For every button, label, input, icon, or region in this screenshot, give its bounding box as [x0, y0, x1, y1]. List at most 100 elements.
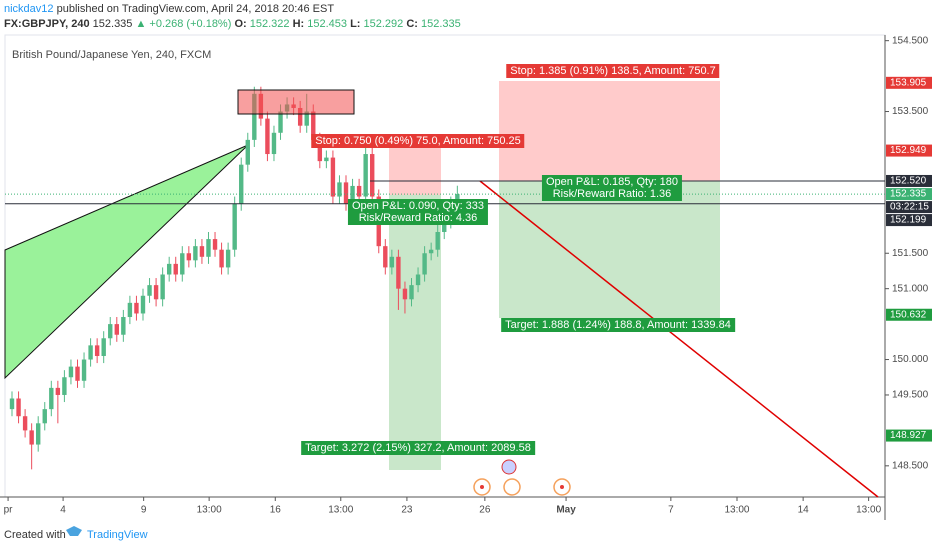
- x-tick-label: 13:00: [856, 505, 881, 516]
- x-tick-label: 16: [270, 505, 282, 516]
- y-tick-label: 153.500: [892, 106, 929, 117]
- candle-body: [370, 154, 375, 197]
- price-tag-label: 153.905: [890, 77, 927, 88]
- trend-line: [479, 180, 879, 498]
- y-tick-label: 151.500: [892, 248, 929, 259]
- candle-body: [415, 274, 421, 286]
- x-tick-label: 4: [60, 505, 66, 516]
- candle-body: [396, 256, 401, 289]
- x-tick-label: 13:00: [724, 505, 749, 516]
- candle-body: [16, 398, 21, 417]
- rr: Risk/Reward Ratio: 4.36: [358, 212, 478, 224]
- candle-body: [140, 295, 146, 314]
- price-tag: [886, 308, 932, 321]
- candle-body: [245, 139, 250, 165]
- ohlc-value: 152.453: [307, 18, 347, 30]
- ohlc-value: 152.322: [249, 18, 290, 30]
- quote-line: FX:GBPJPY, 240 152.335 ▲ +0.268 (+0.18%)…: [4, 18, 461, 30]
- candle-body: [428, 249, 434, 254]
- candle-body: [49, 387, 54, 410]
- price-tag: [886, 188, 932, 201]
- candle-body: [232, 203, 237, 250]
- y-tick-label: 149.500: [892, 390, 929, 401]
- candle-body: [22, 416, 28, 431]
- candle-body: [225, 249, 231, 268]
- candle-body: [402, 288, 408, 300]
- candle-body: [271, 132, 277, 155]
- candle-body: [121, 317, 126, 335]
- x-tick-label: 7: [668, 505, 674, 516]
- candle-body: [55, 387, 61, 395]
- countdown: 03:22:15: [890, 202, 929, 213]
- x-tick-label: 14: [798, 505, 810, 516]
- event-icon: [480, 485, 484, 489]
- candle-body: [442, 221, 447, 232]
- user[interactable]: nickdav12: [4, 3, 54, 15]
- annotation: Target: 3.272 (2.15%) 327.2, Amount: 208…: [301, 441, 535, 455]
- rr: Risk/Reward Ratio: 1.36: [552, 188, 672, 200]
- publish-line: nickdav12 published on TradingView.com, …: [4, 3, 334, 15]
- annotation: Stop: 1.385 (0.91%) 138.5, Amount: 750.7: [506, 64, 720, 78]
- candle-body: [114, 324, 119, 335]
- flag-icon[interactable]: [501, 459, 517, 475]
- candle-body: [36, 423, 41, 445]
- x-tick-label: 9: [141, 505, 147, 516]
- price-tag-label: 152.335: [890, 189, 927, 200]
- annotation: Open P&L: 0.090, Qty: 333 Risk/Reward Rat…: [347, 199, 489, 225]
- price-tag-label: 152.520: [890, 176, 927, 187]
- pnl: Open P&L: 0.090, Qty: 333: [351, 200, 485, 212]
- event-icon[interactable]: [553, 478, 571, 496]
- x-tick-label: 13:00: [328, 505, 353, 516]
- event-icon: [560, 485, 564, 489]
- candle-body: [9, 398, 15, 410]
- candle-body: [239, 164, 244, 204]
- short-stop-zone: [389, 145, 441, 195]
- candle-body: [180, 253, 185, 275]
- event-icon[interactable]: [503, 478, 521, 496]
- chart-title: British Pound/Japanese Yen, 240, FXCM: [12, 49, 211, 61]
- candle-body: [88, 345, 93, 360]
- candle-body: [134, 302, 139, 314]
- candle-body: [75, 366, 80, 381]
- ohlc-label: H:: [292, 18, 305, 30]
- candle-body: [356, 185, 362, 197]
- candle-body: [166, 263, 172, 275]
- price-tag: [886, 214, 932, 227]
- annotation: Open P&L: 0.185, Qty: 180 Risk/Reward Rat…: [541, 175, 683, 201]
- price-tag-label: 152.199: [890, 215, 927, 226]
- candle-body: [186, 253, 192, 261]
- footer-brand[interactable]: TradingView: [87, 529, 148, 541]
- x-tick-label: 13:00: [197, 505, 222, 516]
- candle-body: [389, 256, 395, 268]
- candle-body: [422, 253, 427, 275]
- candle-body: [108, 324, 113, 339]
- candle-body: [101, 338, 106, 356]
- candle-body: [383, 246, 388, 268]
- y-tick-label: 154.500: [892, 35, 929, 46]
- logo: [66, 526, 82, 536]
- candle-body: [409, 285, 414, 300]
- candle-body: [147, 285, 152, 296]
- candle-body: [173, 263, 178, 275]
- candle-body: [330, 157, 336, 197]
- candle-body: [311, 111, 316, 140]
- symbol: FX:GBPJPY, 240: [4, 18, 90, 30]
- price-tag: [886, 144, 932, 157]
- countdown-tag: [886, 201, 932, 214]
- candles: [9, 86, 460, 470]
- price-tag: [886, 174, 932, 187]
- candle-body: [265, 118, 270, 155]
- event-icon[interactable]: [473, 478, 491, 496]
- candle-body: [343, 182, 349, 204]
- candle-body: [278, 111, 283, 133]
- price-tag-label: 148.927: [890, 430, 927, 441]
- short-target-zone: [499, 181, 720, 318]
- candle-body: [435, 231, 440, 250]
- short-target-zone: [389, 195, 441, 470]
- annotation: Target: 1.888 (1.24%) 188.8, Amount: 133…: [501, 318, 735, 332]
- candle-body: [29, 430, 34, 445]
- candle-body: [62, 377, 67, 395]
- candle-body: [455, 194, 460, 204]
- candle-body: [337, 182, 342, 197]
